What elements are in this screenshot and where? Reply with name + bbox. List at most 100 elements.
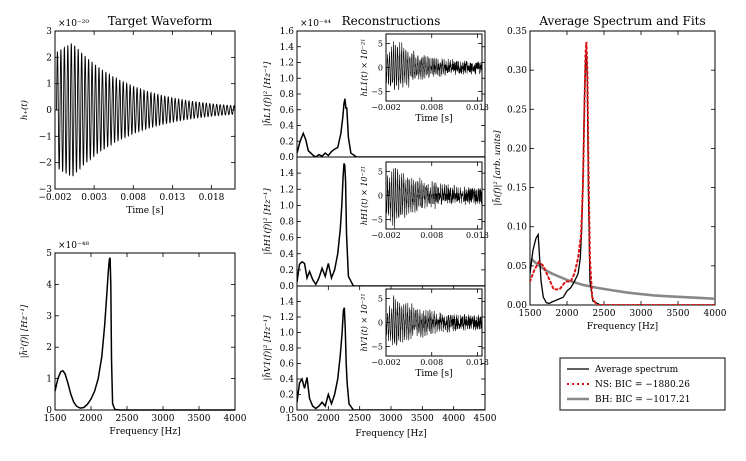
- y-tick-label: 5: [378, 295, 383, 304]
- x-tick-label: 3000: [152, 414, 175, 424]
- y-tick-label: 0.2: [280, 266, 294, 276]
- x-tick-label: 3000: [630, 309, 653, 319]
- x-tick-label: −0.002: [371, 358, 401, 367]
- inset-plot: −0.002 0.008 0.018 −5 0 5 Time [s] hV1(t) × 10⁻…: [360, 288, 489, 379]
- y-tick-label: 1.2: [280, 313, 294, 323]
- y-tick-label: 0.00: [507, 301, 527, 311]
- y-tick-label: 0.4: [280, 375, 295, 385]
- ticks: −0.002 0.008 0.018 −5 0 5: [371, 34, 489, 112]
- x-tick-label: 0.018: [466, 103, 489, 112]
- x-axis-label: Frequency [Hz]: [355, 429, 426, 439]
- y-tick-label: 0.20: [507, 144, 527, 154]
- x-tick-label: 4000: [442, 414, 465, 424]
- y-tick-label: −1: [39, 132, 52, 142]
- inset-plot: −0.002 0.008 0.018 −5 0 5 Time [s] hL1(t) × 10⁻…: [360, 33, 489, 124]
- average-spectrum-chart: 1500 2000 2500 3000 3500 4000 0.00 0.05 0.10 0.15…: [491, 14, 727, 332]
- x-axis-label: Frequency [Hz]: [109, 427, 180, 437]
- series-line-2: [530, 256, 715, 301]
- y-tick-label: 1.4: [280, 298, 295, 308]
- y-tick-label: 1.4: [280, 169, 295, 179]
- reconstruction-H1-chart: 0.0 0.2 0.4 0.6 0.8 1.0 1.2 1.4 |h̃H1(f)|² [Hz⁻¹…: [261, 156, 489, 292]
- y-exponent: ×10⁻⁴⁴: [300, 19, 331, 29]
- y-tick-label: 5: [378, 168, 383, 177]
- y-tick-label: 0.0: [280, 282, 295, 292]
- x-tick-label: 1500: [286, 414, 309, 424]
- inset-waveform-line: [386, 295, 482, 346]
- y-exponent: ×10⁻²⁰: [58, 19, 89, 29]
- y-tick-label: 3: [46, 27, 52, 37]
- x-tick-label: 0.018: [466, 231, 489, 240]
- x-tick-label: 2000: [317, 414, 340, 424]
- x-tick-label: 3500: [667, 309, 690, 319]
- x-tick-label: 0.008: [420, 103, 443, 112]
- inset-plot: −0.002 0.008 0.018 −5 0 5 hH1(t) × 10⁻²¹: [360, 161, 489, 240]
- y-tick-label: 0.8: [280, 90, 295, 100]
- y-tick-label: 0.30: [507, 66, 527, 76]
- ticks: −0.002 0.008 0.018 −5 0 5: [371, 162, 489, 240]
- y-tick-label: 1.0: [280, 201, 295, 211]
- y-tick-label: 0.8: [280, 218, 295, 228]
- y-tick-label: 0.6: [280, 234, 295, 244]
- y-tick-label: 1.0: [280, 329, 295, 339]
- y-axis-label: |h̃V1(f)|² [Hz⁻¹]: [261, 315, 273, 381]
- ticks: 0.0 0.2 0.4 0.6 0.8 1.0 1.2 1.4: [280, 169, 485, 292]
- spectrum-line: [297, 98, 485, 157]
- ticks: 1500 2000 2500 3000 3500 4000 0 1 2 3 4 5: [44, 249, 247, 424]
- x-tick-label: 3000: [380, 414, 403, 424]
- y-tick-label: 0.15: [507, 184, 527, 194]
- y-tick-label: 0.2: [280, 391, 294, 401]
- y-tick-label: 0.8: [280, 344, 295, 354]
- x-tick-label: 1500: [44, 414, 67, 424]
- x-tick-label: −0.002: [371, 103, 401, 112]
- y-axis-label: |h̃H1(f)|² [Hz⁻¹]: [261, 188, 273, 255]
- reconstruction-V1-chart: 1500 2000 2500 3000 3500 4000 4500 0.0 0.2 0.4 0.6…: [261, 285, 497, 439]
- x-tick-label: 3500: [188, 414, 211, 424]
- y-tick-label: 0: [378, 192, 383, 201]
- inset-y-axis-label: hL1(t) × 10⁻²¹: [360, 39, 369, 97]
- x-tick-label: 0.008: [120, 193, 146, 203]
- x-tick-label: 0.018: [199, 193, 225, 203]
- x-tick-label: 4500: [474, 414, 497, 424]
- x-tick-label: 0.018: [466, 358, 489, 367]
- y-tick-label: 0.10: [507, 223, 527, 233]
- x-tick-label: 2000: [80, 414, 103, 424]
- y-tick-label: −5: [371, 215, 383, 224]
- x-tick-label: 2500: [116, 414, 139, 424]
- y-tick-label: 0: [378, 64, 383, 73]
- chart-title: Average Spectrum and Fits: [538, 14, 705, 28]
- y-exponent: ×10⁻⁴⁸: [58, 241, 89, 251]
- x-axis-label: Frequency [Hz]: [587, 322, 658, 332]
- y-tick-label: 0.25: [507, 105, 527, 115]
- x-tick-label: 0.003: [81, 193, 107, 203]
- x-tick-label: 4000: [224, 414, 247, 424]
- y-tick-label: 4: [46, 280, 52, 290]
- inset-y-axis-label: hH1(t) × 10⁻²¹: [360, 166, 369, 225]
- y-axis-label: h₊(t): [19, 100, 30, 120]
- y-tick-label: 1: [46, 80, 52, 90]
- y-tick-label: 2: [46, 343, 52, 353]
- y-tick-label: 0.05: [507, 262, 527, 272]
- y-tick-label: 0.4: [280, 122, 295, 132]
- y-tick-label: 5: [378, 40, 383, 49]
- y-tick-label: 0: [46, 406, 52, 416]
- x-tick-label: 0.008: [420, 358, 443, 367]
- x-tick-label: 0.013: [160, 193, 186, 203]
- x-tick-label: 2000: [556, 309, 579, 319]
- legend-entry: Average spectrum: [594, 365, 679, 375]
- y-tick-label: 0.35: [507, 27, 527, 37]
- x-tick-label: 3500: [411, 414, 434, 424]
- power-spectrum-chart: 1500 2000 2500 3000 3500 4000 0 1 2 3 4 5 ×10⁻⁴⁸ Freq…: [18, 241, 247, 437]
- legend-entry: BH: BIC = −1017.21: [595, 395, 690, 405]
- plot-frame: [54, 252, 236, 411]
- inset-waveform-line: [386, 41, 482, 90]
- x-axis-label: Time [s]: [126, 206, 163, 216]
- x-tick-label: 2500: [348, 414, 371, 424]
- legend: Average spectrum NS: BIC = −1880.26 BH: BI…: [559, 357, 726, 411]
- y-tick-label: −5: [371, 342, 383, 351]
- y-axis-label: |h̃(f)|² [arb. units]: [491, 130, 503, 206]
- spectrum-line: [54, 257, 235, 411]
- x-tick-label: 0.008: [420, 231, 443, 240]
- y-tick-label: 0.6: [280, 360, 295, 370]
- reconstruction-L1-chart: 0.0 0.2 0.4 0.6 0.8 1.0 1.2 1.4 1.6 Reconstructio…: [261, 14, 489, 163]
